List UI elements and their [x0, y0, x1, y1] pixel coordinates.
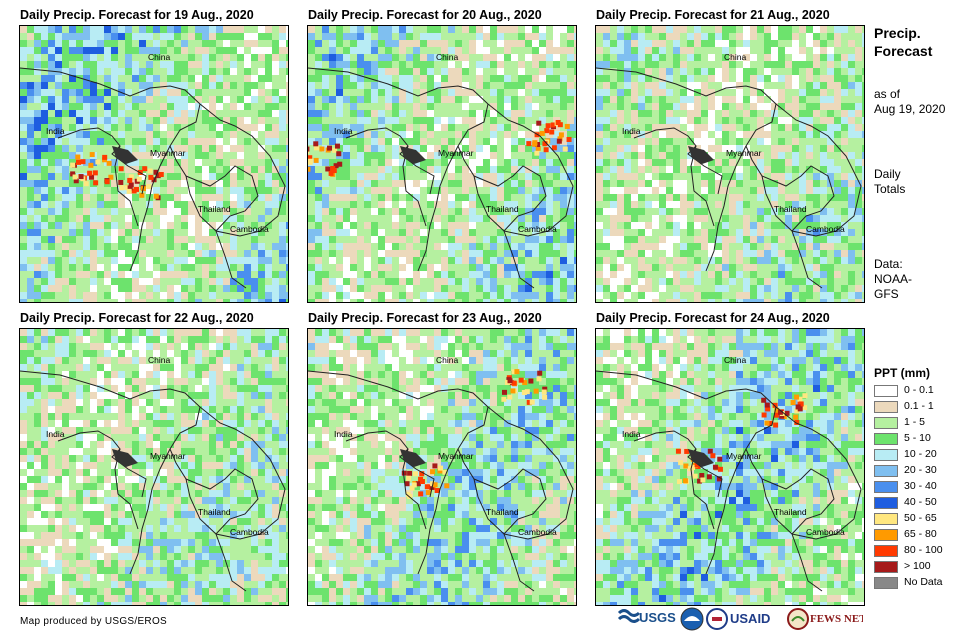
- precip-map: [308, 26, 576, 302]
- country-label-india: India: [46, 429, 65, 439]
- country-label-thailand: Thailand: [486, 507, 519, 517]
- usgs-logo: USGS: [617, 607, 677, 631]
- as-of-date: as of Aug 19, 2020: [874, 87, 945, 117]
- country-label-india: India: [334, 429, 353, 439]
- precip-map: [20, 26, 288, 302]
- country-label-myanmar: Myanmar: [438, 148, 474, 158]
- forecast-title: Precip. Forecast: [874, 24, 932, 60]
- country-label-cambodia: Cambodia: [806, 224, 845, 234]
- data-line2: NOAA-: [874, 272, 913, 286]
- country-label-china: China: [148, 52, 171, 62]
- legend-swatch: [874, 529, 898, 541]
- legend-label: 20 - 30: [904, 464, 937, 476]
- country-label-india: India: [622, 126, 641, 136]
- usaid-logo-text: USAID: [730, 611, 770, 626]
- map-panel-3: China India Myanmar Thailand Cambodia: [595, 25, 865, 303]
- country-label-cambodia: Cambodia: [230, 527, 269, 537]
- legend-swatch: [874, 417, 898, 429]
- as-of-value: Aug 19, 2020: [874, 102, 946, 116]
- country-label-thailand: Thailand: [198, 204, 231, 214]
- panel-title-4: Daily Precip. Forecast for 22 Aug., 2020: [20, 311, 254, 325]
- country-label-thailand: Thailand: [486, 204, 519, 214]
- totals-note: Daily Totals: [874, 167, 905, 197]
- legend-swatch: [874, 481, 898, 493]
- country-label-thailand: Thailand: [774, 507, 807, 517]
- legend-label: 80 - 100: [904, 544, 943, 556]
- panel-title-6: Daily Precip. Forecast for 24 Aug., 2020: [596, 311, 830, 325]
- legend-swatch: [874, 513, 898, 525]
- totals-line1: Daily: [874, 167, 901, 181]
- country-label-china: China: [436, 52, 459, 62]
- panel-title-5: Daily Precip. Forecast for 23 Aug., 2020: [308, 311, 542, 325]
- country-label-china: China: [436, 355, 459, 365]
- map-panel-1: China India Myanmar Thailand Cambodia: [19, 25, 289, 303]
- legend-label: 1 - 5: [904, 416, 926, 428]
- precip-map: [596, 26, 864, 302]
- legend-swatch: [874, 561, 898, 573]
- legend-swatch: [874, 577, 898, 589]
- map-panel-2: China India Myanmar Thailand Cambodia: [307, 25, 577, 303]
- legend-label: 50 - 65: [904, 512, 937, 524]
- panel-title-2: Daily Precip. Forecast for 20 Aug., 2020: [308, 8, 542, 22]
- legend-label: 5 - 10: [904, 432, 931, 444]
- country-label-china: China: [724, 355, 747, 365]
- panel-title-1: Daily Precip. Forecast for 19 Aug., 2020: [20, 8, 254, 22]
- legend-swatch: [874, 497, 898, 509]
- country-label-thailand: Thailand: [198, 507, 231, 517]
- precip-map: [596, 329, 864, 605]
- forecast-title-line2: Forecast: [874, 43, 933, 59]
- legend-swatch: [874, 449, 898, 461]
- map-credit: Map produced by USGS/EROS: [20, 616, 168, 627]
- country-label-china: China: [148, 355, 171, 365]
- country-label-myanmar: Myanmar: [726, 148, 762, 158]
- country-label-china: China: [724, 52, 747, 62]
- fewsnet-logo: FEWS NET: [787, 607, 867, 631]
- legend-label: No Data: [904, 576, 943, 588]
- country-label-cambodia: Cambodia: [806, 527, 845, 537]
- legend-swatch: [874, 401, 898, 413]
- usaid-logo: USAID: [706, 607, 786, 631]
- precip-map: [308, 329, 576, 605]
- fewsnet-logo-text: FEWS NET: [810, 613, 863, 625]
- country-label-india: India: [334, 126, 353, 136]
- noaa-logo: [680, 607, 704, 631]
- legend-label: 30 - 40: [904, 480, 937, 492]
- legend-label: 0 - 0.1: [904, 384, 934, 396]
- country-label-myanmar: Myanmar: [150, 451, 186, 461]
- country-label-cambodia: Cambodia: [518, 527, 557, 537]
- data-line3: GFS: [874, 287, 899, 301]
- as-of-label: as of: [874, 87, 901, 101]
- legend-swatch: [874, 545, 898, 557]
- legend-label: > 100: [904, 560, 931, 572]
- usgs-logo-text: USGS: [639, 610, 676, 625]
- legend-swatch: [874, 465, 898, 477]
- data-source: Data: NOAA- GFS: [874, 257, 912, 302]
- data-line1: Data:: [874, 257, 903, 271]
- country-label-myanmar: Myanmar: [726, 451, 762, 461]
- legend-label: 10 - 20: [904, 448, 937, 460]
- country-label-myanmar: Myanmar: [438, 451, 474, 461]
- map-panel-6: China India Myanmar Thailand Cambodia: [595, 328, 865, 606]
- legend-label: 0.1 - 1: [904, 400, 934, 412]
- precip-map: [20, 329, 288, 605]
- country-label-india: India: [622, 429, 641, 439]
- totals-line2: Totals: [874, 182, 906, 196]
- country-label-india: India: [46, 126, 65, 136]
- legend-title: PPT (mm): [874, 366, 931, 380]
- legend-label: 65 - 80: [904, 528, 937, 540]
- country-label-thailand: Thailand: [774, 204, 807, 214]
- map-panel-5: China India Myanmar Thailand Cambodia: [307, 328, 577, 606]
- country-label-cambodia: Cambodia: [518, 224, 557, 234]
- country-label-myanmar: Myanmar: [150, 148, 186, 158]
- panel-title-3: Daily Precip. Forecast for 21 Aug., 2020: [596, 8, 830, 22]
- map-panel-4: China India Myanmar Thailand Cambodia: [19, 328, 289, 606]
- legend-label: 40 - 50: [904, 496, 937, 508]
- legend-swatch: [874, 433, 898, 445]
- country-label-cambodia: Cambodia: [230, 224, 269, 234]
- forecast-title-line1: Precip.: [874, 25, 921, 41]
- legend-swatch: [874, 385, 898, 397]
